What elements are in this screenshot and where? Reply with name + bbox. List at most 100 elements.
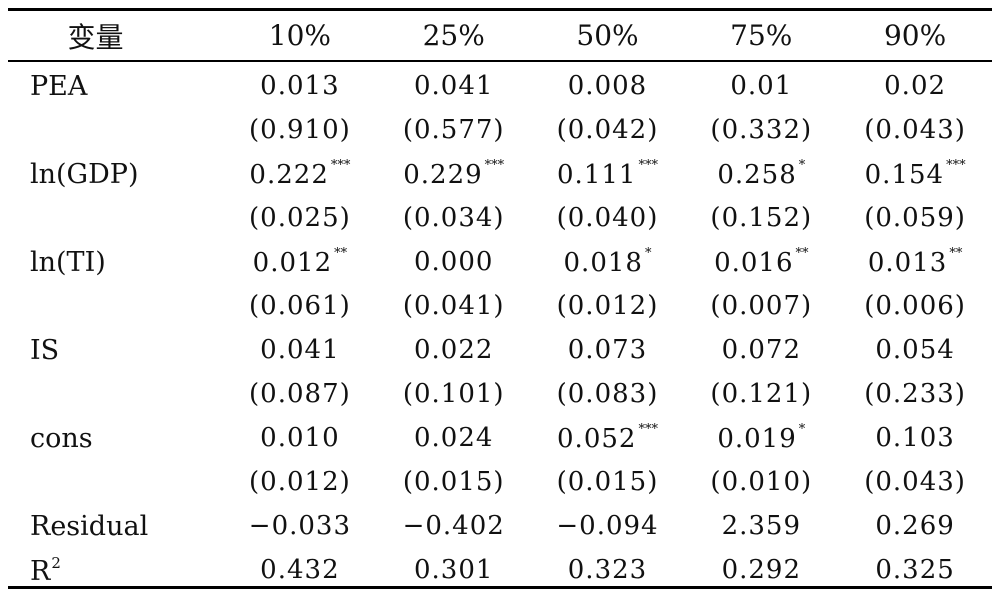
table-cell: (0.034)	[377, 196, 531, 240]
row-label: PEA	[8, 60, 223, 108]
cell-value: −0.094	[556, 511, 659, 541]
table-cell: (0.043)	[838, 460, 992, 504]
table-cell: (0.061)	[223, 284, 377, 328]
cell-value: (0.025)	[249, 203, 351, 233]
table-cell: (0.007)	[684, 284, 838, 328]
table-row: IS 0.041 0.022 0.073 0.072 0.054	[8, 328, 992, 372]
cell-value: 0.019	[717, 424, 797, 454]
quantile-regression-table: 变量 10% 25% 50% 75% 90% PEA 0.013 0.041 0.00…	[8, 11, 992, 592]
cell-value: (0.083)	[556, 379, 659, 409]
significance-stars: **	[949, 246, 963, 261]
table-row: ln(TI) 0.012 ** 0.000 0.018 * 0.016 ** 0.013 **	[8, 240, 992, 284]
table-cell: (0.152)	[684, 196, 838, 240]
table-cell: 0.103	[838, 416, 992, 460]
table-row: (0.025) (0.034) (0.040) (0.152) (0.059)	[8, 196, 992, 240]
cell-value: 0.022	[413, 335, 494, 365]
table-cell: 0.041	[223, 328, 377, 372]
table-cell: 0.054	[838, 328, 992, 372]
table-cell: 0.258 *	[684, 152, 838, 196]
cell-value: 0.054	[875, 335, 955, 365]
cell-value: (0.233)	[864, 379, 966, 409]
table-cell: −0.094	[531, 504, 685, 548]
cell-value: 0.073	[567, 335, 648, 365]
cell-value: (0.043)	[864, 467, 966, 497]
cell-value: 0.024	[413, 423, 494, 453]
row-label-text: ln(GDP)	[30, 158, 139, 190]
cell-value: −0.033	[248, 511, 351, 541]
cell-value: 0.154	[864, 160, 945, 190]
table-row: (0.061) (0.041) (0.012) (0.007) (0.006)	[8, 284, 992, 328]
table-cell: 0.019 *	[684, 416, 838, 460]
table-cell: (0.012)	[531, 284, 685, 328]
cell-value: (0.015)	[402, 467, 505, 497]
header-q50: 50%	[576, 19, 639, 52]
cell-value: (0.087)	[249, 379, 351, 409]
table-cell: 0.012 **	[223, 240, 377, 284]
table-cell: (0.010)	[684, 460, 838, 504]
cell-value: (0.040)	[556, 203, 659, 233]
cell-value: 0.052	[557, 424, 637, 454]
cell-value: 0.325	[875, 555, 955, 585]
table-cell: 2.359	[684, 504, 838, 548]
table-cell: 0.010	[223, 416, 377, 460]
cell-value: 0.323	[567, 555, 648, 585]
table-cell: 0.269	[838, 504, 992, 548]
significance-stars: **	[334, 246, 348, 261]
table-cell: (0.577)	[377, 108, 531, 152]
cell-value: 0.010	[260, 423, 340, 453]
significance-stars: *	[798, 422, 806, 437]
header-row: 变量 10% 25% 50% 75% 90%	[8, 11, 992, 60]
table-cell: (0.041)	[377, 284, 531, 328]
table-cell: (0.025)	[223, 196, 377, 240]
table-row: cons 0.010 0.024 0.052 *** 0.019 * 0.103	[8, 416, 992, 460]
row-label-text: ln(TI)	[30, 246, 106, 278]
table-cell: −0.402	[377, 504, 531, 548]
table-cell: 0.000	[377, 240, 531, 284]
table-cell: 0.016 **	[684, 240, 838, 284]
cell-value: 0.012	[252, 248, 333, 278]
table-cell: 0.013 **	[838, 240, 992, 284]
cell-value: (0.121)	[710, 379, 813, 409]
table-cell: (0.015)	[531, 460, 685, 504]
table-cell: 0.072	[684, 328, 838, 372]
cell-value: 0.041	[413, 71, 494, 101]
cell-value: (0.332)	[710, 115, 813, 145]
table-cell: (0.012)	[223, 460, 377, 504]
cell-value: (0.012)	[556, 291, 659, 321]
significance-stars: ***	[946, 158, 966, 173]
bottom-rule	[8, 586, 992, 589]
cell-value: 0.013	[260, 71, 340, 101]
table-cell: (0.059)	[838, 196, 992, 240]
row-label-superscript: 2	[51, 553, 61, 572]
header-rule	[8, 60, 992, 62]
table-cell: (0.332)	[684, 108, 838, 152]
table-cell: 0.024	[377, 416, 531, 460]
row-label: cons	[8, 416, 223, 460]
cell-value: (0.041)	[402, 291, 505, 321]
cell-value: (0.043)	[864, 115, 966, 145]
row-label: ln(TI)	[8, 240, 223, 284]
row-label-text: PEA	[30, 70, 88, 102]
header-variable: 变量	[67, 20, 124, 54]
table-cell: 0.222 ***	[223, 152, 377, 196]
cell-value: (0.042)	[556, 115, 659, 145]
cell-value: 0.111	[557, 160, 637, 190]
table-row: PEA 0.013 0.041 0.008 0.01 0.02	[8, 60, 992, 108]
table-cell: 0.013	[223, 60, 377, 108]
table-cell: (0.910)	[223, 108, 377, 152]
table-cell: 0.323	[531, 548, 685, 592]
row-label	[8, 372, 223, 416]
cell-value: 0.041	[260, 335, 340, 365]
table-cell: (0.043)	[838, 108, 992, 152]
table-cell: 0.022	[377, 328, 531, 372]
cell-value: 0.018	[563, 248, 643, 278]
significance-stars: ***	[638, 422, 658, 437]
table-cell: 0.292	[684, 548, 838, 592]
top-rule	[8, 8, 992, 11]
cell-value: 0.02	[884, 71, 947, 101]
row-label: ln(GDP)	[8, 152, 223, 196]
table-cell: −0.033	[223, 504, 377, 548]
header-q10: 10%	[268, 19, 332, 52]
table-cell: (0.042)	[531, 108, 685, 152]
cell-value: (0.059)	[864, 203, 966, 233]
